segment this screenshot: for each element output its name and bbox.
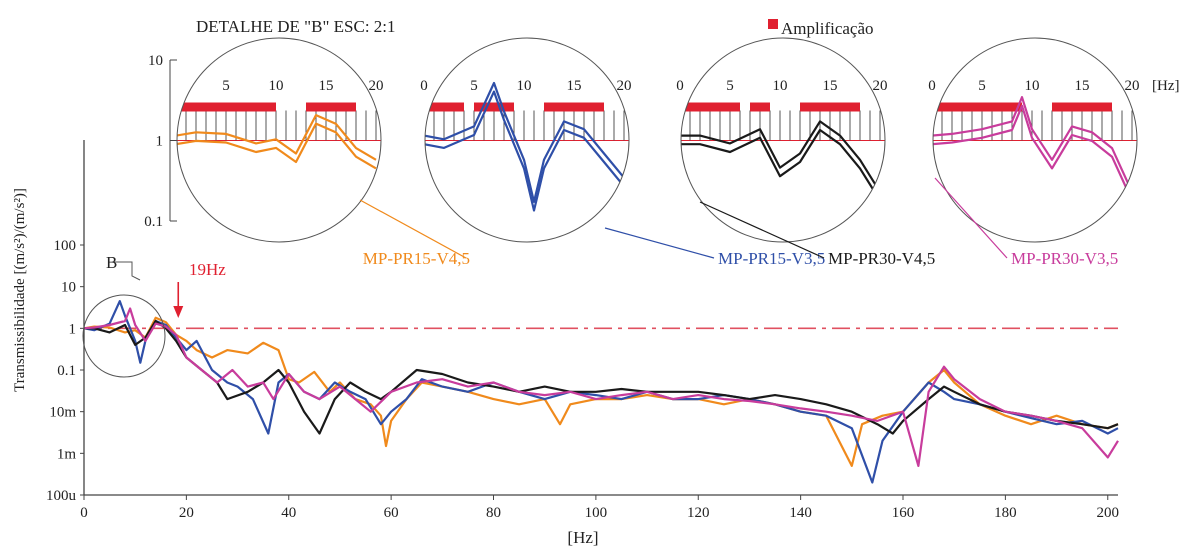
amplification-band	[750, 102, 770, 112]
x-tick-label: 180	[994, 505, 1017, 521]
inset-x-tick-label: 15	[319, 78, 334, 94]
series-label: MP-PR15-V4,5	[363, 249, 470, 268]
x-tick-label: 140	[789, 505, 812, 521]
amplification-legend-label: Amplificação	[781, 19, 874, 38]
amplification-band	[933, 102, 1022, 112]
inset-series-line	[425, 81, 625, 203]
series-label: MP-PR30-V3,5	[1011, 249, 1118, 268]
inset-x-unit: [Hz]	[1152, 78, 1179, 94]
axes-group: 100u 1m 10m 0.1 1 10 100 0 20 40 60 80 100 120 140 160 1…	[46, 140, 1119, 521]
detail-insets: 10 1 0.1 5 10 15 20 MP-PR15-V4,5 0 5 10 15 20 MP-PR15…	[144, 37, 1179, 268]
inset-x-tick-label: 10	[1025, 78, 1040, 94]
inset-series-line	[425, 90, 625, 212]
inset-x-tick-label: 5	[978, 78, 986, 94]
inset-circle	[176, 37, 382, 243]
amplification-band	[306, 102, 356, 112]
b-leader	[114, 261, 141, 281]
inset-content	[177, 102, 381, 170]
inset-x-tick-label: 5	[470, 78, 478, 94]
amplification-band	[1052, 102, 1112, 112]
y-tick-label: 1m	[57, 446, 77, 462]
inset-x-tick-label: 20	[369, 78, 384, 94]
inset-x-tick-label: 0	[928, 78, 936, 94]
b-marker-label: B	[106, 253, 117, 272]
inset-x-tick-label: 15	[823, 78, 838, 94]
x-tick-label: 20	[179, 505, 194, 521]
series-group	[83, 300, 1119, 484]
x-tick-label: 160	[892, 505, 915, 521]
series-leader	[934, 177, 1008, 259]
inset-series-line	[681, 120, 881, 193]
y-tick-label: 100u	[46, 488, 77, 504]
series-leader	[604, 227, 715, 259]
y-tick-label: 10m	[49, 405, 76, 421]
main-plot: 100u 1m 10m 0.1 1 10 100 0 20 40 60 80 100 120 140 160 1…	[46, 140, 1119, 521]
detail-title: DETALHE DE "B" ESC: 2:1	[196, 17, 396, 36]
x-tick-label: 80	[486, 505, 501, 521]
inset-content	[425, 81, 629, 212]
inset-content	[933, 96, 1137, 201]
x-tick-label: 40	[281, 505, 296, 521]
inset-circle	[932, 37, 1138, 243]
inset-x-tick-label: 20	[617, 78, 632, 94]
19hz-marker-label: 19Hz	[189, 260, 226, 279]
x-tick-label: 60	[384, 505, 399, 521]
series-leader	[359, 199, 467, 259]
inset-x-tick-label: 0	[676, 78, 684, 94]
inset-circle	[424, 37, 630, 243]
amplification-band	[474, 102, 514, 112]
series-label: MP-PR15-V3,5	[718, 249, 825, 268]
inset-y-tick-label: 0.1	[144, 214, 163, 230]
inset-x-tick-label: 20	[1125, 78, 1140, 94]
x-tick-label: 0	[80, 505, 88, 521]
y-axis-label: Transmissibilidade [(m/s²)/(m/s²)]	[12, 188, 28, 392]
inset-circle	[680, 37, 886, 243]
19hz-arrow-head	[173, 306, 184, 318]
y-tick-label: 100	[54, 238, 77, 254]
inset-x-tick-label: 5	[726, 78, 734, 94]
amplification-band	[177, 102, 276, 112]
inset-series-line	[933, 104, 1134, 201]
x-tick-label: 200	[1097, 505, 1120, 521]
amplification-legend-swatch	[768, 19, 778, 29]
y-tick-label: 10	[61, 280, 76, 296]
amplification-band	[681, 102, 740, 112]
x-tick-label: 100	[585, 505, 608, 521]
series-line	[83, 307, 1119, 467]
inset-series-line	[177, 122, 377, 170]
inset-series-line	[933, 96, 1134, 193]
inset-series-line	[177, 114, 377, 161]
inset-content	[681, 102, 885, 202]
x-tick-label: 120	[687, 505, 710, 521]
inset-y-tick-label: 10	[148, 53, 163, 69]
inset-x-tick-label: 0	[420, 78, 428, 94]
y-tick-label: 1	[69, 321, 77, 337]
inset-series-line	[681, 128, 881, 202]
amplification-band	[800, 102, 860, 112]
inset-x-tick-label: 10	[269, 78, 284, 94]
inset-x-tick-label: 5	[222, 78, 230, 94]
inset-x-tick-label: 15	[567, 78, 582, 94]
amplification-band	[425, 102, 464, 112]
inset-x-tick-label: 20	[873, 78, 888, 94]
amplification-band	[544, 102, 604, 112]
series-label: MP-PR30-V4,5	[828, 249, 935, 268]
inset-x-tick-label: 10	[773, 78, 788, 94]
inset-y-tick-label: 1	[156, 134, 164, 150]
x-axis-label: [Hz]	[567, 528, 598, 547]
inset-x-tick-label: 10	[517, 78, 532, 94]
y-tick-label: 0.1	[57, 363, 76, 379]
series-leader	[699, 201, 825, 259]
b-detail-circle	[82, 294, 166, 378]
inset-x-tick-label: 15	[1075, 78, 1090, 94]
